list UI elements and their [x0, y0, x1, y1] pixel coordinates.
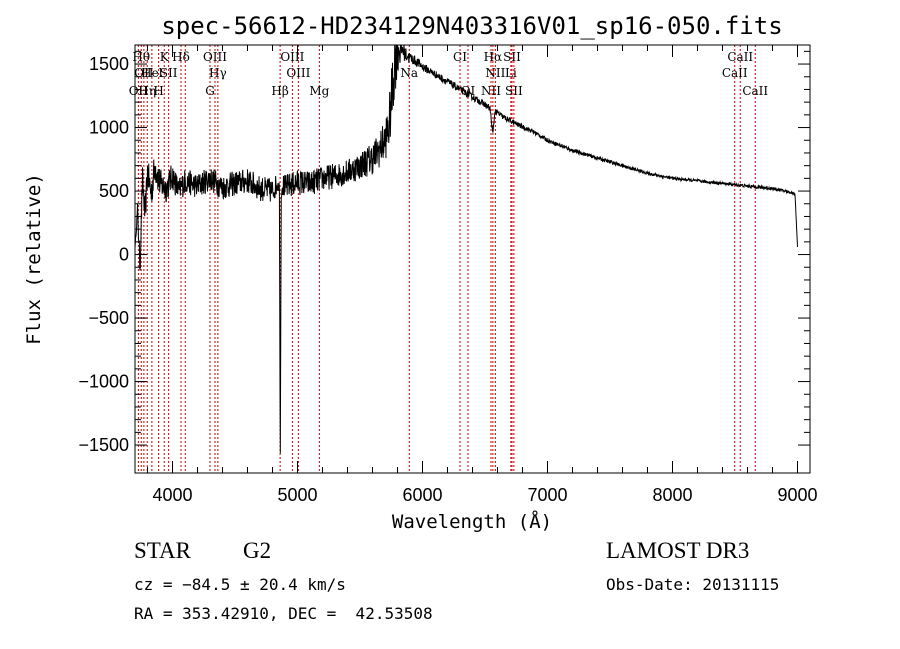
observation-date: Obs-Date: 20131115	[606, 575, 780, 594]
y-tick-label-2: −500	[88, 308, 129, 328]
line-label-10: G	[205, 84, 215, 98]
line-label-14: OIII	[280, 50, 304, 64]
line-label-16: Mg	[309, 84, 329, 98]
y-tick-label-4: 500	[99, 181, 129, 201]
chart-title: spec-56612-HD234129N403316V01_sp16-050.f…	[161, 12, 782, 40]
y-axis-label: Flux (relative)	[23, 173, 45, 345]
line-label-6: K	[160, 50, 170, 64]
x-tick-label-2: 6000	[402, 485, 442, 505]
y-axis-ticks: −1500 −1000 −500 0 500 1000 1500	[78, 50, 810, 455]
y-tick-label-5: 1000	[89, 118, 129, 138]
x-tick-label-1: 5000	[277, 485, 317, 505]
redshift-readout: cz = −84.5 ± 20.4 km/s	[134, 575, 346, 594]
line-label-18: CI	[453, 50, 467, 64]
y-tick-label-0: −1500	[78, 435, 129, 455]
line-label-0: OII	[129, 84, 149, 98]
y-tick-label-1: −1000	[78, 372, 129, 392]
line-label-28: CaII	[742, 84, 768, 98]
spectral-line-markers	[137, 45, 756, 473]
line-label-22: NII	[485, 66, 505, 80]
spectrum-line	[135, 45, 798, 454]
y-tick-label-6: 1500	[89, 54, 129, 74]
x-tick-label-0: 4000	[152, 485, 192, 505]
line-label-23: Li	[505, 66, 517, 80]
object-class: STAR	[134, 538, 191, 563]
line-label-4: Hel	[141, 66, 163, 80]
x-tick-label-4: 8000	[652, 485, 692, 505]
spectrum-series-group	[135, 45, 798, 454]
line-label-7: SII	[160, 66, 178, 80]
plot-frame	[134, 44, 811, 474]
line-label-15: OIII	[286, 66, 310, 80]
line-label-12: Hγ	[209, 66, 227, 80]
line-label-13: Hβ	[271, 84, 288, 98]
x-axis-ticks: 4000 5000 6000 7000 8000 9000	[147, 45, 818, 505]
x-tick-label-3: 7000	[527, 485, 567, 505]
object-subclass: G2	[243, 538, 272, 563]
line-label-27: CaII	[727, 50, 753, 64]
line-label-25: SII	[505, 84, 523, 98]
line-label-24: SII	[503, 50, 521, 64]
line-label-3: Hη	[138, 84, 156, 98]
spectral-line-labels: OIIHθOIIHηHelHKSIIHδGOIIIHγHβOIIIOIIIMgN…	[129, 50, 769, 98]
line-label-8: Hδ	[172, 50, 190, 64]
x-tick-label-5: 9000	[777, 485, 817, 505]
line-label-11: OIII	[203, 50, 227, 64]
line-label-20: NII	[481, 84, 501, 98]
line-label-1: Hθ	[132, 50, 150, 64]
line-label-26: CaII	[722, 66, 748, 80]
x-axis-label: Wavelength (Å)	[392, 510, 552, 533]
y-tick-label-3: 0	[119, 245, 129, 265]
sky-coordinates: RA = 353.42910, DEC = 42.53508	[134, 604, 433, 623]
line-label-21: Hα	[484, 50, 503, 64]
line-label-5: H	[153, 84, 163, 98]
survey-name: LAMOST DR3	[606, 538, 750, 563]
line-label-17: Na	[400, 66, 418, 80]
